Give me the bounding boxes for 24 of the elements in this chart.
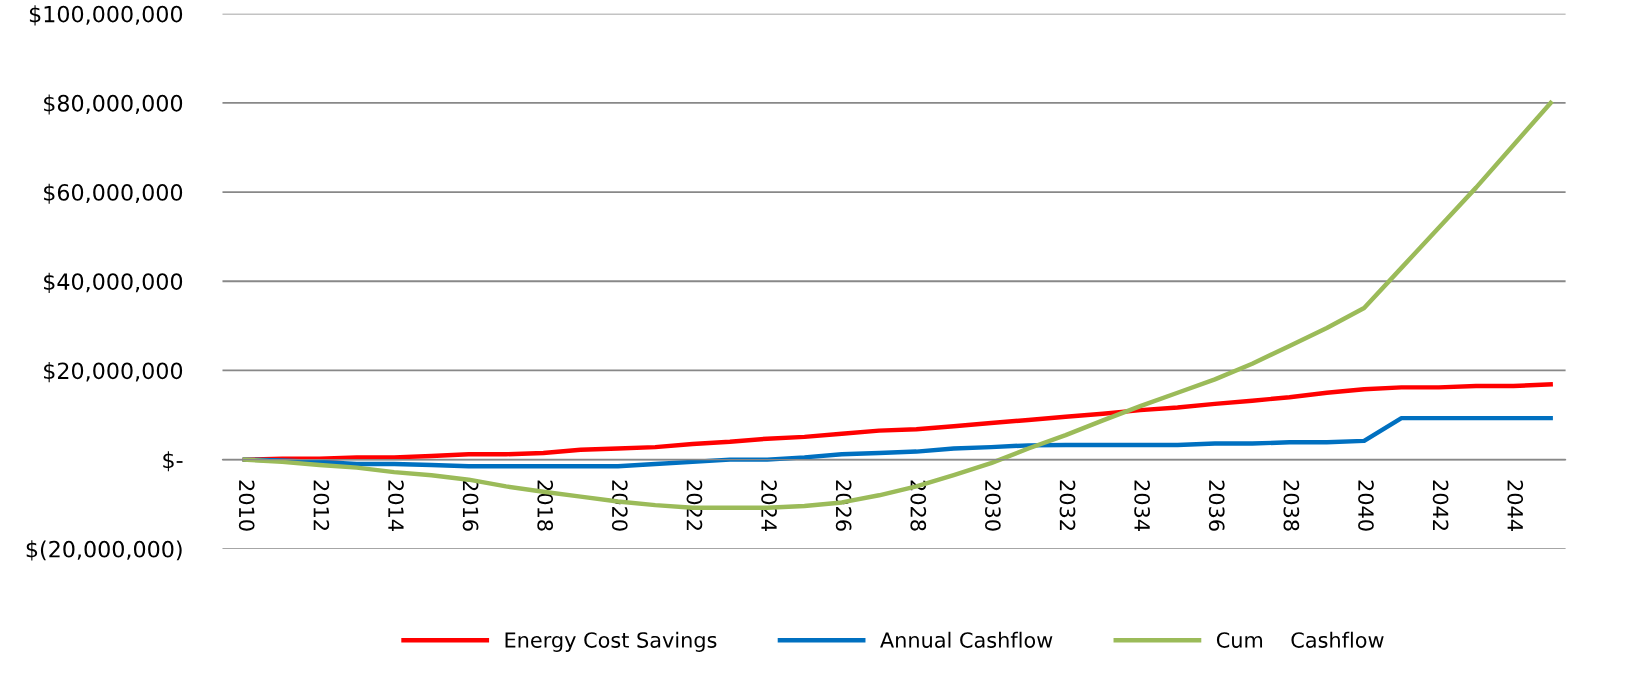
y-tick-label: $- [163, 451, 183, 472]
y-tick-label: $20,000,000 [44, 362, 183, 383]
x-tick-label: 2014 [388, 480, 404, 531]
x-tick-label: 2034 [1134, 480, 1150, 531]
x-tick-label: 2030 [985, 480, 1001, 531]
x-tick-label: 2044 [1507, 480, 1524, 531]
y-tick-label: $(20,000,000) [26, 540, 182, 561]
y-tick-label: $80,000,000 [44, 94, 183, 115]
x-tick-label: 2038 [1283, 480, 1300, 531]
x-tick-label: 2010 [238, 480, 255, 531]
legend-label: Energy Cost Savings [505, 631, 717, 652]
y-tick-label: $40,000,000 [44, 272, 183, 293]
x-tick-label: 2018 [537, 480, 554, 531]
y-tick-label: $60,000,000 [44, 183, 183, 204]
x-tick-label: 2040 [1358, 480, 1374, 531]
x-tick-label: 2016 [462, 480, 479, 531]
y-tick-label: $100,000,000 [29, 5, 183, 26]
x-tick-label: 2036 [1208, 480, 1225, 531]
legend-label: Cum Cashflow [1216, 631, 1384, 648]
x-tick-label: 2012 [313, 480, 330, 530]
legend-label: Annual Cashflow [880, 631, 1053, 648]
x-tick-label: 2042 [1432, 480, 1449, 530]
x-tick-label: 2022 [686, 480, 703, 530]
x-tick-label: 2032 [1059, 480, 1076, 530]
